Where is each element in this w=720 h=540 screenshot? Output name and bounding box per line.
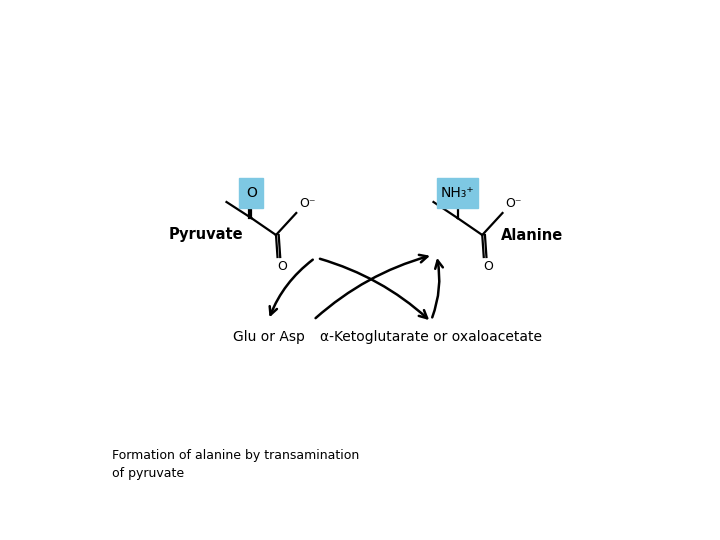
Text: α-Ketoglutarate or oxaloacetate: α-Ketoglutarate or oxaloacetate <box>320 330 542 344</box>
Text: O⁻: O⁻ <box>505 197 522 210</box>
FancyBboxPatch shape <box>437 178 478 208</box>
Text: O⁻: O⁻ <box>299 197 315 210</box>
Text: Formation of alanine by transamination: Formation of alanine by transamination <box>112 449 360 462</box>
Text: O: O <box>246 186 257 200</box>
Text: Pyruvate: Pyruvate <box>169 227 243 242</box>
Text: Glu or Asp: Glu or Asp <box>233 330 305 344</box>
Text: of pyruvate: of pyruvate <box>112 467 184 480</box>
FancyBboxPatch shape <box>239 178 263 208</box>
Text: Alanine: Alanine <box>501 227 564 242</box>
Text: O: O <box>483 260 493 273</box>
Text: NH₃⁺: NH₃⁺ <box>441 186 474 200</box>
Text: O: O <box>277 260 287 273</box>
